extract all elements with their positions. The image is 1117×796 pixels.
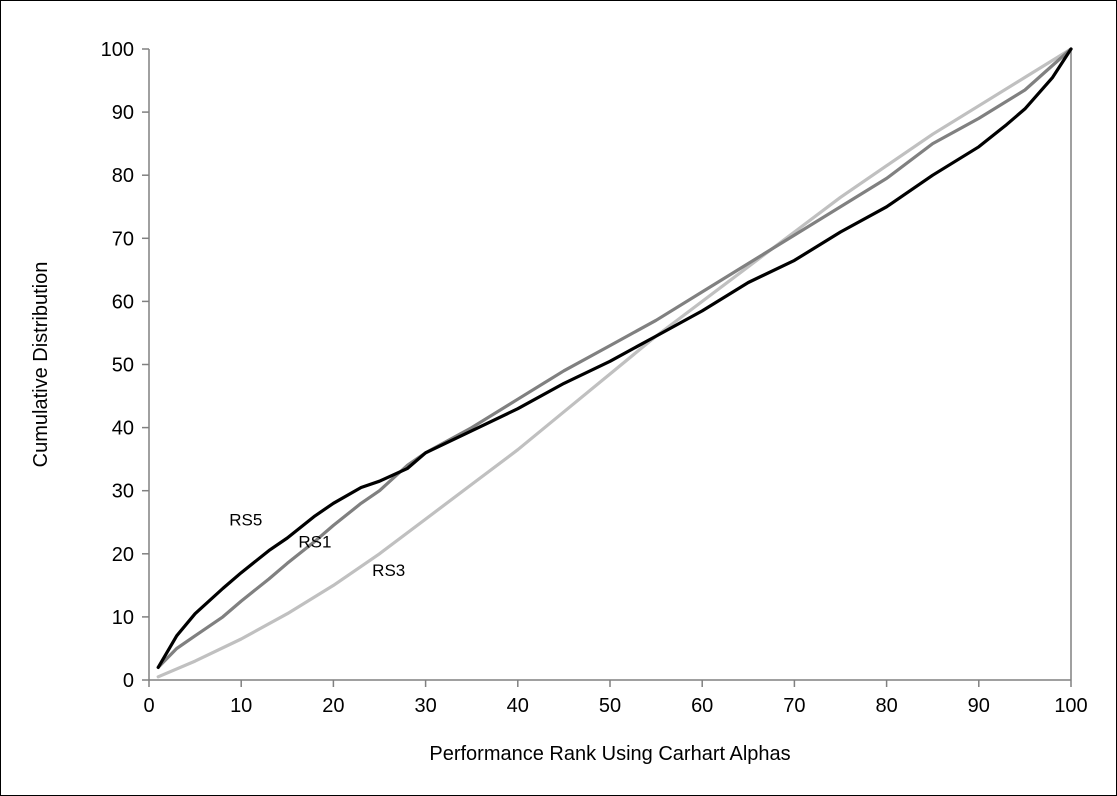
series-labels: RS5 RS1 RS3 <box>229 510 405 579</box>
x-tick-label: 80 <box>875 695 897 717</box>
x-axis-title: Performance Rank Using Carhart Alphas <box>429 743 790 765</box>
series-line-rs1 <box>156 47 1073 670</box>
x-tick-label: 20 <box>322 695 344 717</box>
x-tick-label: 10 <box>230 695 252 717</box>
x-tick-label: 90 <box>968 695 990 717</box>
x-tick-label: 30 <box>414 695 436 717</box>
series-line-rs5 <box>156 47 1073 670</box>
y-tick-label: 40 <box>112 418 134 440</box>
x-tick-label: 50 <box>599 695 621 717</box>
series-layer <box>156 47 1073 679</box>
y-tick-label: 80 <box>112 165 134 187</box>
y-tick-label: 10 <box>112 607 134 629</box>
series-label-rs3: RS3 <box>372 561 405 580</box>
y-tick-label: 90 <box>112 102 134 124</box>
y-axis-ticks: 0 10 20 30 40 50 60 70 80 90 100 <box>101 39 149 692</box>
series-label-rs5: RS5 <box>229 510 262 529</box>
series-line-rs3 <box>156 47 1073 679</box>
x-tick-label: 60 <box>691 695 713 717</box>
y-tick-label: 30 <box>112 481 134 503</box>
y-tick-label: 70 <box>112 228 134 250</box>
series-label-rs1: RS1 <box>298 532 331 551</box>
x-axis-ticks: 0 10 20 30 40 50 60 70 80 90 100 <box>143 680 1088 717</box>
x-tick-label: 0 <box>143 695 154 717</box>
y-tick-label: 60 <box>112 291 134 313</box>
x-tick-label: 100 <box>1054 695 1087 717</box>
y-tick-label: 0 <box>123 670 134 692</box>
x-tick-label: 40 <box>507 695 529 717</box>
y-tick-label: 100 <box>101 39 134 61</box>
y-axis-title: Cumulative Distribution <box>30 262 52 468</box>
x-tick-label: 70 <box>783 695 805 717</box>
y-tick-label: 50 <box>112 355 134 377</box>
y-tick-label: 20 <box>112 544 134 566</box>
